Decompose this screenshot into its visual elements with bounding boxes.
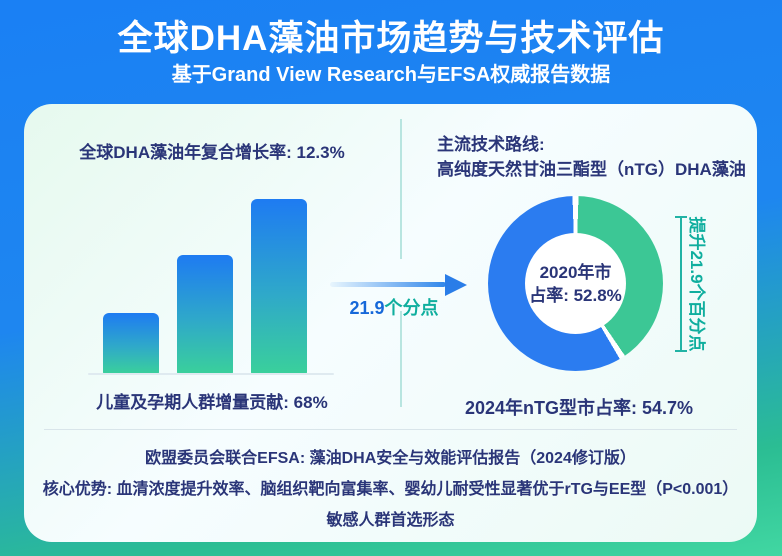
right-panel-heading-line2: 高纯度天然甘油三酯型（nTG）DHA藻油 bbox=[437, 160, 746, 179]
bracket-tick-bottom bbox=[675, 350, 687, 352]
donut-center-line1: 2020年市 bbox=[539, 262, 612, 282]
page-title: 全球DHA藻油市场趋势与技术评估 bbox=[117, 19, 665, 58]
arrow-label-value: 21.9 bbox=[349, 298, 385, 318]
bar-3 bbox=[251, 199, 307, 374]
horizontal-divider bbox=[44, 429, 737, 430]
right-panel-heading-line1: 主流技术路线: bbox=[437, 135, 545, 154]
donut-center-line2: 占率: 52.8% bbox=[529, 285, 622, 305]
vertical-divider-bottom bbox=[400, 311, 402, 407]
donut-side-annotation: 提升21.9个百分点 bbox=[687, 216, 706, 352]
annotation-bracket bbox=[675, 216, 687, 352]
content-card: 全球DHA藻油年复合增长率: 12.3% 儿童及孕期人群增量贡献: 68% 21… bbox=[24, 104, 757, 542]
vertical-divider-top bbox=[400, 119, 402, 259]
arrow-label-unit: 个分点 bbox=[384, 298, 439, 318]
right-arrow-icon bbox=[445, 273, 467, 296]
right-panel-caption: 2024年nTG型市占率: 54.7% bbox=[464, 398, 694, 418]
page-subtitle: 基于Grand View Research与EFSA权威报告数据 bbox=[171, 64, 611, 86]
donut-center-label: 2020年市 占率: 52.8% bbox=[525, 233, 626, 334]
bracket-tick-top bbox=[675, 216, 687, 218]
right-panel-heading: 主流技术路线: 高纯度天然甘油三酯型（nTG）DHA藻油 bbox=[437, 132, 747, 182]
left-panel-caption: 儿童及孕期人群增量贡献: 68% bbox=[96, 393, 328, 412]
bar-chart-baseline bbox=[88, 373, 334, 375]
footer-line-1: 欧盟委员会联合EFSA: 藻油DHA安全与效能评估报告（2024修订版） bbox=[145, 450, 636, 467]
footer-line-2: 核心优势: 血清浓度提升效率、脑组织靶向富集率、婴幼儿耐受性显著优于rTG与EE… bbox=[42, 481, 739, 498]
bar-2 bbox=[177, 255, 233, 374]
arrow-shaft bbox=[330, 282, 446, 287]
arrow-label: 21.9个分点 bbox=[324, 294, 464, 320]
footer-line-3: 敏感人群首选形态 bbox=[326, 512, 455, 529]
bar-chart bbox=[79, 194, 339, 374]
bracket-line bbox=[680, 216, 682, 352]
bar-1 bbox=[103, 312, 159, 374]
left-panel-heading: 全球DHA藻油年复合增长率: 12.3% bbox=[79, 143, 345, 162]
